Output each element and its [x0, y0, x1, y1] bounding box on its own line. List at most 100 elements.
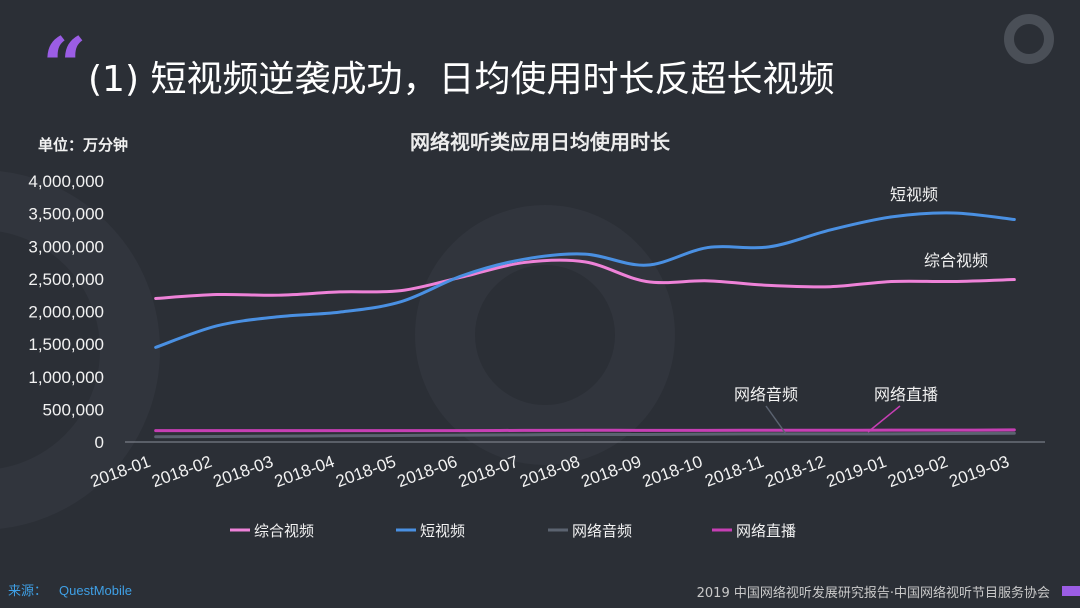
data-point: [338, 429, 341, 432]
y-tick-label: 1,000,000: [28, 368, 104, 387]
footer-text: 2019 中国网络视听发展研究报告·中国网络视听节目服务协会: [696, 586, 1050, 601]
data-point: [767, 432, 771, 436]
data-point: [951, 432, 955, 435]
x-tick-label: 2018-05: [333, 452, 398, 491]
x-tick-label: 2019-02: [885, 452, 950, 491]
data-point: [645, 433, 648, 436]
data-point: [154, 346, 157, 349]
data-point: [829, 228, 832, 232]
source-name: QuestMobile: [59, 583, 132, 598]
data-point: [522, 429, 525, 432]
x-tick-label: 2019-01: [824, 452, 889, 491]
data-point: [461, 429, 464, 432]
data-point: [277, 434, 280, 438]
corner-ring-decoration: [1004, 14, 1054, 64]
y-tick-label: 500,000: [43, 400, 104, 419]
unit-label: 单位：万分钟: [38, 136, 129, 154]
y-tick-label: 3,000,000: [28, 237, 104, 256]
data-point: [522, 261, 525, 264]
source-label: 来源：: [8, 584, 48, 599]
data-point: [1013, 218, 1016, 221]
data-point: [829, 285, 832, 288]
data-point: [522, 258, 525, 261]
data-point: [154, 297, 157, 300]
data-point: [951, 428, 955, 432]
data-point: [277, 293, 280, 297]
annotation-label: 网络直播: [874, 385, 938, 404]
source-line: 来源： QuestMobile: [8, 580, 132, 599]
x-tick-label: 2018-11: [702, 452, 766, 491]
data-point: [583, 429, 587, 432]
data-point: [706, 279, 709, 283]
data-point: [890, 428, 893, 432]
data-point: [522, 433, 525, 437]
x-tick-label: 2019-03: [947, 452, 1012, 491]
y-tick-label: 4,000,000: [28, 172, 104, 191]
data-point: [1013, 428, 1016, 432]
x-tick-label: 2018-12: [763, 452, 828, 491]
data-point: [1013, 431, 1016, 435]
data-point: [1013, 278, 1016, 281]
data-point: [645, 429, 648, 432]
data-point: [399, 300, 403, 303]
data-point: [399, 429, 403, 432]
data-point: [215, 324, 219, 328]
data-point: [767, 429, 771, 432]
data-point: [338, 310, 341, 314]
y-tick-label: 2,500,000: [28, 270, 104, 289]
bg-ring-left: [0, 171, 160, 529]
data-point: [767, 245, 771, 249]
data-point: [583, 433, 587, 436]
quote-mark-icon: “: [42, 21, 87, 112]
legend-label: 短视频: [420, 522, 465, 540]
data-point: [645, 280, 648, 283]
data-point: [890, 432, 893, 436]
x-tick-label: 2018-03: [211, 452, 276, 491]
legend-label: 综合视频: [254, 522, 314, 540]
data-point: [890, 280, 893, 283]
y-tick-label: 0: [95, 433, 104, 452]
x-tick-label: 2018-06: [395, 452, 460, 491]
chart-title: 网络视听类应用日均使用时长: [410, 130, 670, 154]
data-point: [706, 429, 709, 432]
data-point: [399, 289, 403, 292]
x-tick-label: 2018-10: [640, 452, 705, 491]
data-point: [890, 215, 893, 219]
data-point: [829, 432, 832, 436]
data-point: [645, 263, 648, 267]
x-tick-label: 2018-01: [88, 452, 153, 491]
annotation-leader-line: [765, 405, 787, 435]
data-point: [583, 252, 587, 256]
data-point: [706, 432, 709, 436]
legend-label: 网络音频: [572, 522, 632, 540]
data-point: [154, 435, 157, 438]
annotation-label: 综合视频: [924, 251, 988, 270]
x-tick-label: 2018-07: [456, 452, 521, 491]
annotation-label: 短视频: [890, 185, 938, 204]
x-tick-label: 2018-08: [517, 452, 582, 491]
data-point: [951, 280, 955, 283]
annotation-label: 网络音频: [734, 385, 798, 404]
data-point: [706, 246, 709, 249]
data-point: [338, 290, 341, 294]
data-point: [154, 429, 157, 432]
data-point: [461, 274, 464, 277]
data-point: [951, 211, 955, 215]
x-tick-label: 2018-09: [579, 452, 644, 491]
data-point: [583, 260, 587, 264]
data-point: [461, 433, 464, 437]
legend-label: 网络直播: [736, 522, 796, 540]
series-line: [154, 211, 1016, 349]
data-point: [338, 434, 341, 438]
y-tick-label: 3,500,000: [28, 205, 104, 224]
data-point: [277, 429, 280, 432]
series-line: [154, 258, 1016, 300]
data-point: [277, 315, 280, 318]
data-point: [767, 284, 771, 287]
data-point: [215, 435, 219, 438]
data-point: [829, 429, 832, 432]
y-tick-label: 2,000,000: [28, 303, 104, 322]
footer-accent-bar: [1062, 586, 1080, 596]
